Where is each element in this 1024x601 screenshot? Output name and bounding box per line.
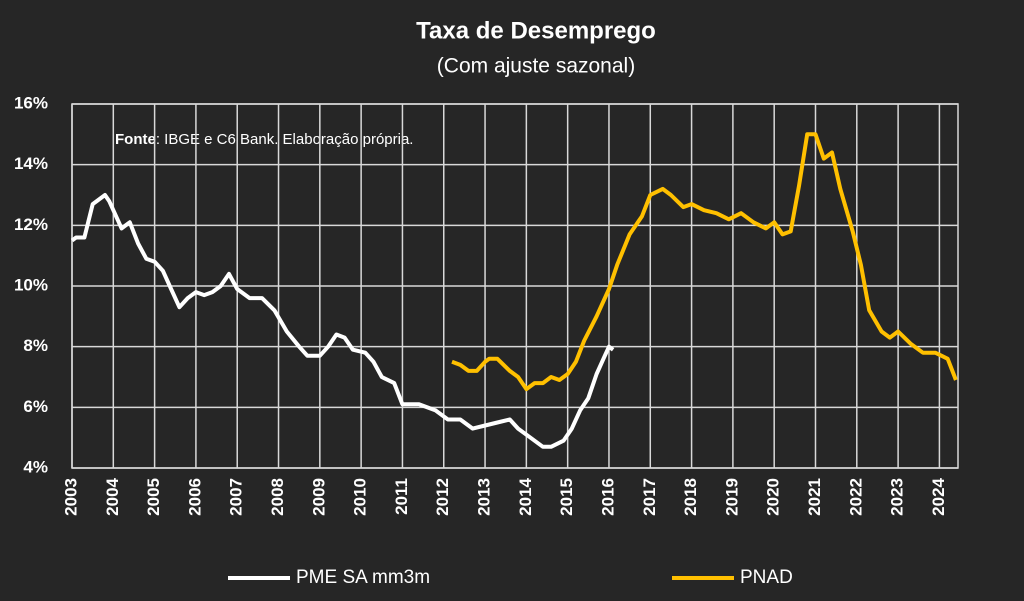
y-tick-label: 12% (14, 215, 48, 234)
legend-label: PME SA mm3m (296, 567, 430, 588)
y-tick-label: 8% (23, 336, 48, 355)
x-tick-label: 2022 (846, 478, 865, 516)
y-tick-label: 16% (14, 93, 48, 112)
x-tick-label: 2007 (227, 478, 246, 516)
x-tick-label: 2023 (888, 478, 907, 516)
x-tick-label: 2020 (764, 478, 783, 516)
annotation-label: Fonte (115, 131, 156, 148)
x-tick-label: 2015 (557, 478, 576, 516)
y-tick-label: 10% (14, 275, 48, 294)
x-tick-label: 2008 (268, 478, 287, 516)
y-tick-label: 6% (23, 397, 48, 416)
x-tick-label: 2018 (681, 478, 700, 516)
x-tick-label: 2016 (598, 478, 617, 516)
annotation: Fonte: IBGE e C6 Bank. Elaboração própri… (115, 131, 413, 148)
y-tick-label: 4% (23, 457, 48, 476)
series-line (451, 132, 958, 392)
x-tick-label: 2014 (516, 477, 535, 515)
x-tick-label: 2004 (103, 477, 122, 515)
chart-title: Taxa de Desemprego (416, 17, 656, 44)
legend-label: PNAD (740, 567, 793, 588)
series-line (70, 193, 615, 449)
y-tick-label: 14% (14, 154, 48, 173)
x-tick-label: 2006 (185, 478, 204, 516)
x-tick-label: 2013 (475, 478, 494, 516)
x-tick-label: 2021 (805, 478, 824, 516)
x-tick-label: 2011 (392, 478, 411, 515)
chart-subtitle: (Com ajuste sazonal) (437, 55, 635, 78)
x-tick-label: 2009 (309, 478, 328, 516)
x-tick-label: 2005 (144, 478, 163, 516)
x-tick-label: 2003 (61, 478, 80, 516)
x-tick-label: 2024 (929, 477, 948, 515)
x-tick-label: 2010 (351, 478, 370, 516)
annotation-text: : IBGE e C6 Bank. Elaboração própria. (156, 131, 414, 148)
x-tick-label: 2012 (433, 478, 452, 516)
x-tick-label: 2019 (722, 478, 741, 516)
x-tick-label: 2017 (640, 478, 659, 516)
